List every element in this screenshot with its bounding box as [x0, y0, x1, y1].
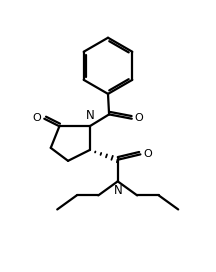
Text: O: O — [32, 113, 41, 123]
Text: O: O — [143, 149, 152, 159]
Text: O: O — [135, 113, 143, 123]
Text: N: N — [114, 184, 123, 197]
Text: N: N — [86, 109, 94, 122]
